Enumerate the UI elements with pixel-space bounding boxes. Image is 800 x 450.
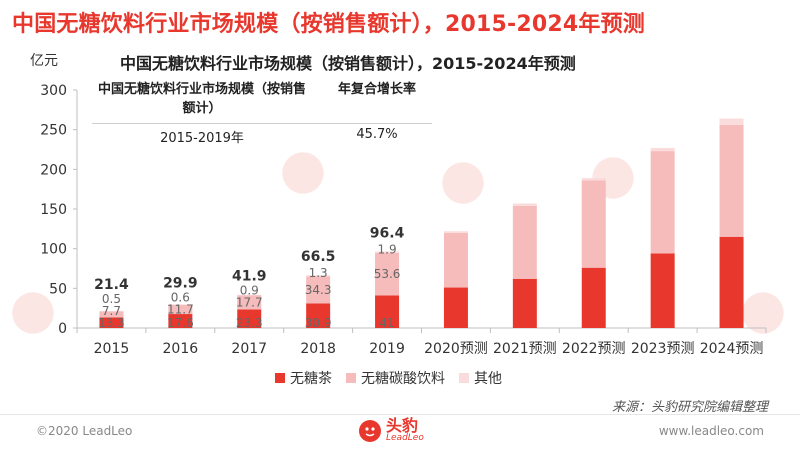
chart-legend: 无糖茶 无糖碳酸饮料 其他 (275, 368, 502, 388)
bar-segment-tea (650, 253, 675, 328)
legend-swatch-soda (346, 373, 356, 383)
legend-item-soda: 无糖碳酸饮料 (346, 368, 445, 388)
bar-segment-soda (719, 124, 744, 237)
leopard-logo-icon (359, 419, 381, 442)
y-tick-label: 0 (58, 321, 67, 337)
data-label-other: 0.9 (240, 283, 259, 297)
bar-segment-soda (375, 252, 400, 296)
legend-swatch-other (459, 373, 469, 383)
data-label-total: 66.5 (301, 249, 336, 265)
bar-segment-other (306, 275, 331, 277)
logo-text-en: LeadLeo (386, 433, 424, 443)
bar-segment-other (443, 231, 468, 233)
data-label-other: 0.5 (102, 292, 121, 306)
cagr-divider (92, 123, 432, 124)
x-tick-label: 2022预测 (562, 341, 626, 357)
bar-segment-other (650, 147, 675, 152)
bar-segment-soda (99, 311, 124, 318)
bar-segment-other (719, 118, 744, 125)
x-tick-label: 2015 (94, 341, 130, 357)
bar-segment-tea (168, 314, 193, 328)
copyright-text: ©2020 LeadLeo (36, 424, 133, 438)
bar-segment-soda (168, 304, 193, 315)
data-label-soda: 7.7 (102, 304, 121, 318)
cagr-rate: 45.7% (356, 127, 398, 142)
y-axis-unit-label: 亿元 (30, 53, 58, 69)
legend-label-soda: 无糖碳酸饮料 (361, 371, 445, 387)
y-tick-label: 250 (40, 123, 67, 139)
x-tick-label: 2016 (163, 341, 199, 357)
data-label-soda: 17.7 (236, 295, 263, 309)
x-tick-label: 2023预测 (631, 341, 695, 357)
y-tick-label: 300 (40, 83, 67, 99)
leopard-watermark-icon (12, 292, 54, 334)
bar-segment-soda (512, 205, 537, 279)
x-tick-label: 2019 (369, 341, 405, 357)
cagr-header-market-size: 中国无糖饮料行业市场规模（按销售额计） (97, 82, 306, 116)
y-tick-label: 50 (49, 281, 67, 297)
bar-segment-other (512, 203, 537, 206)
bar-segment-tea (512, 278, 537, 328)
x-tick-label: 2021预测 (493, 341, 557, 357)
cagr-header-growth-rate: 年复合增长率 (337, 82, 416, 97)
bar-segment-soda (581, 180, 606, 268)
chart-title: 中国无糖饮料行业市场规模（按销售额计），2015-2024年预测 (120, 54, 576, 73)
bar-segment-soda (443, 232, 468, 288)
data-label-other: 0.6 (171, 290, 190, 304)
data-label-soda: 53.6 (374, 267, 401, 281)
legend-label-other: 其他 (474, 371, 502, 387)
x-tick-label: 2020预测 (424, 341, 488, 357)
bar-segment-tea (581, 267, 606, 328)
website-link[interactable]: www.leadleo.com (658, 424, 764, 438)
bar-segment-tea (375, 295, 400, 328)
data-label-total: 96.4 (370, 225, 405, 241)
bar-segment-soda (237, 295, 262, 310)
data-label-other: 1.3 (309, 266, 328, 280)
bar-segment-tea (443, 287, 468, 328)
data-label-total: 41.9 (232, 268, 267, 284)
bar-segment-other (581, 178, 606, 181)
x-tick-label: 2024预测 (700, 341, 764, 357)
y-tick-label: 150 (40, 202, 67, 218)
leopard-watermark-icon (282, 152, 324, 194)
bar-segment-soda (650, 151, 675, 254)
legend-item-tea: 无糖茶 (275, 368, 332, 388)
leopard-watermark-icon (742, 292, 784, 334)
bar-segment-tea (237, 309, 262, 328)
legend-item-other: 其他 (459, 368, 502, 388)
data-label-tea: 30.9 (305, 316, 332, 330)
leopard-watermark-icon (442, 162, 484, 204)
y-tick-label: 100 (40, 242, 67, 258)
bar-segment-other (237, 294, 262, 296)
leadleo-logo: 头豹 LeadLeo (358, 418, 424, 443)
bar-segment-tea (719, 236, 744, 328)
footer-divider (0, 414, 800, 415)
data-label-tea: 17.6 (167, 316, 194, 330)
x-tick-label: 2017 (231, 341, 267, 357)
data-label-soda: 34.3 (305, 283, 332, 297)
bar-segment-soda (306, 276, 331, 304)
source-note: 来源：头豹研究院编辑整理 (611, 400, 768, 415)
data-label-tea: 23.3 (236, 316, 263, 330)
logo-text-cn: 头豹 (386, 416, 419, 435)
legend-label-tea: 无糖茶 (290, 371, 332, 387)
data-label-other: 1.9 (378, 242, 397, 256)
data-label-soda: 11.7 (167, 302, 194, 316)
legend-swatch-tea (275, 373, 285, 383)
slide-title: 中国无糖饮料行业市场规模（按销售额计），2015-2024年预测 (12, 12, 645, 37)
data-label-total: 29.9 (163, 275, 198, 291)
bar-segment-tea (306, 303, 331, 328)
cagr-period: 2015-2019年 (160, 131, 244, 146)
data-label-tea: 41 (379, 316, 394, 330)
bar-segment-tea (99, 317, 124, 328)
x-tick-label: 2018 (300, 341, 336, 357)
data-label-tea: 13.3 (98, 316, 125, 330)
y-tick-label: 200 (40, 162, 67, 178)
bar-segment-other (375, 251, 400, 253)
data-label-total: 21.4 (94, 277, 129, 293)
